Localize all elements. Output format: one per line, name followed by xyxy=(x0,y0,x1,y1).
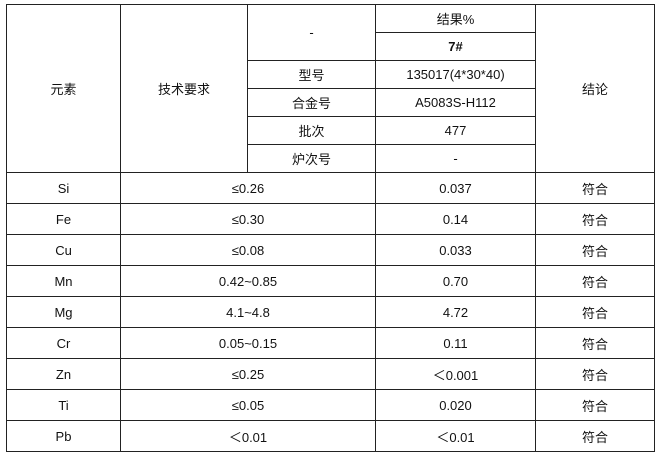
cell-result: 0.14 xyxy=(375,203,536,235)
cell-requirement: ≤0.08 xyxy=(120,234,376,266)
cell-conclusion: 符合 xyxy=(535,203,655,235)
meta-label: 合金号 xyxy=(247,88,376,117)
cell-conclusion: 符合 xyxy=(535,327,655,359)
cell-conclusion: 符合 xyxy=(535,420,655,452)
meta-label: 批次 xyxy=(247,116,376,145)
cell-conclusion: 符合 xyxy=(535,358,655,390)
cell-element: Pb xyxy=(6,420,121,452)
meta-value: 477 xyxy=(375,116,536,145)
cell-requirement: 0.05~0.15 xyxy=(120,327,376,359)
cell-conclusion: 符合 xyxy=(535,389,655,421)
cell-conclusion: 符合 xyxy=(535,234,655,266)
cell-result: 0.11 xyxy=(375,327,536,359)
cell-requirement: ≤0.30 xyxy=(120,203,376,235)
cell-result: ＜0.01 xyxy=(375,420,536,452)
cell-element: Fe xyxy=(6,203,121,235)
table-row: Mg 4.1~4.8 4.72 符合 xyxy=(6,296,655,328)
table-row: Fe ≤0.30 0.14 符合 xyxy=(6,203,655,235)
cell-result: 0.037 xyxy=(375,172,536,204)
cell-requirement: ≤0.05 xyxy=(120,389,376,421)
meta-value: 135017(4*30*40) xyxy=(375,60,536,89)
cell-element: Si xyxy=(6,172,121,204)
composition-table: 元素 技术要求 - 结果% 结论 7# 型号 135017(4*30*40) 合金… xyxy=(6,4,655,452)
table-row: Cu ≤0.08 0.033 符合 xyxy=(6,234,655,266)
cell-element: Mn xyxy=(6,265,121,297)
cell-conclusion: 符合 xyxy=(535,265,655,297)
header-requirement: 技术要求 xyxy=(120,4,248,173)
cell-result: 0.70 xyxy=(375,265,536,297)
header-sample: 7# xyxy=(375,32,536,61)
cell-result: ＜0.001 xyxy=(375,358,536,390)
meta-value: - xyxy=(375,144,536,173)
cell-requirement: 4.1~4.8 xyxy=(120,296,376,328)
meta-value: A5083S-H112 xyxy=(375,88,536,117)
table-row: Cr 0.05~0.15 0.11 符合 xyxy=(6,327,655,359)
header-result: 结果% xyxy=(375,4,536,33)
cell-result: 0.020 xyxy=(375,389,536,421)
cell-result: 4.72 xyxy=(375,296,536,328)
table-row: Zn ≤0.25 ＜0.001 符合 xyxy=(6,358,655,390)
header-dash: - xyxy=(247,4,376,61)
cell-element: Cu xyxy=(6,234,121,266)
meta-label: 型号 xyxy=(247,60,376,89)
header-conclusion: 结论 xyxy=(535,4,655,173)
cell-element: Mg xyxy=(6,296,121,328)
cell-requirement: 0.42~0.85 xyxy=(120,265,376,297)
cell-conclusion: 符合 xyxy=(535,172,655,204)
table-row: Ti ≤0.05 0.020 符合 xyxy=(6,389,655,421)
cell-requirement: ＜0.01 xyxy=(120,420,376,452)
cell-result: 0.033 xyxy=(375,234,536,266)
table-row: Si ≤0.26 0.037 符合 xyxy=(6,172,655,204)
cell-element: Zn xyxy=(6,358,121,390)
cell-requirement: ≤0.25 xyxy=(120,358,376,390)
header-element: 元素 xyxy=(6,4,121,173)
cell-element: Cr xyxy=(6,327,121,359)
cell-conclusion: 符合 xyxy=(535,296,655,328)
table-row: Pb ＜0.01 ＜0.01 符合 xyxy=(6,420,655,452)
table-row: Mn 0.42~0.85 0.70 符合 xyxy=(6,265,655,297)
meta-label: 炉次号 xyxy=(247,144,376,173)
cell-requirement: ≤0.26 xyxy=(120,172,376,204)
cell-element: Ti xyxy=(6,389,121,421)
